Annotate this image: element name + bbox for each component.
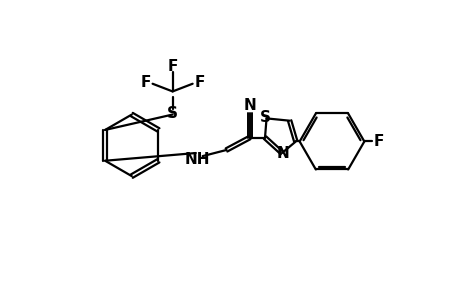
Text: NH: NH — [184, 152, 210, 167]
Text: F: F — [194, 75, 204, 90]
Text: F: F — [373, 134, 383, 149]
Text: S: S — [167, 106, 178, 121]
Text: S: S — [260, 110, 271, 125]
Text: N: N — [243, 98, 255, 113]
Text: N: N — [276, 146, 288, 161]
Text: F: F — [167, 58, 178, 74]
Text: F: F — [140, 75, 151, 90]
